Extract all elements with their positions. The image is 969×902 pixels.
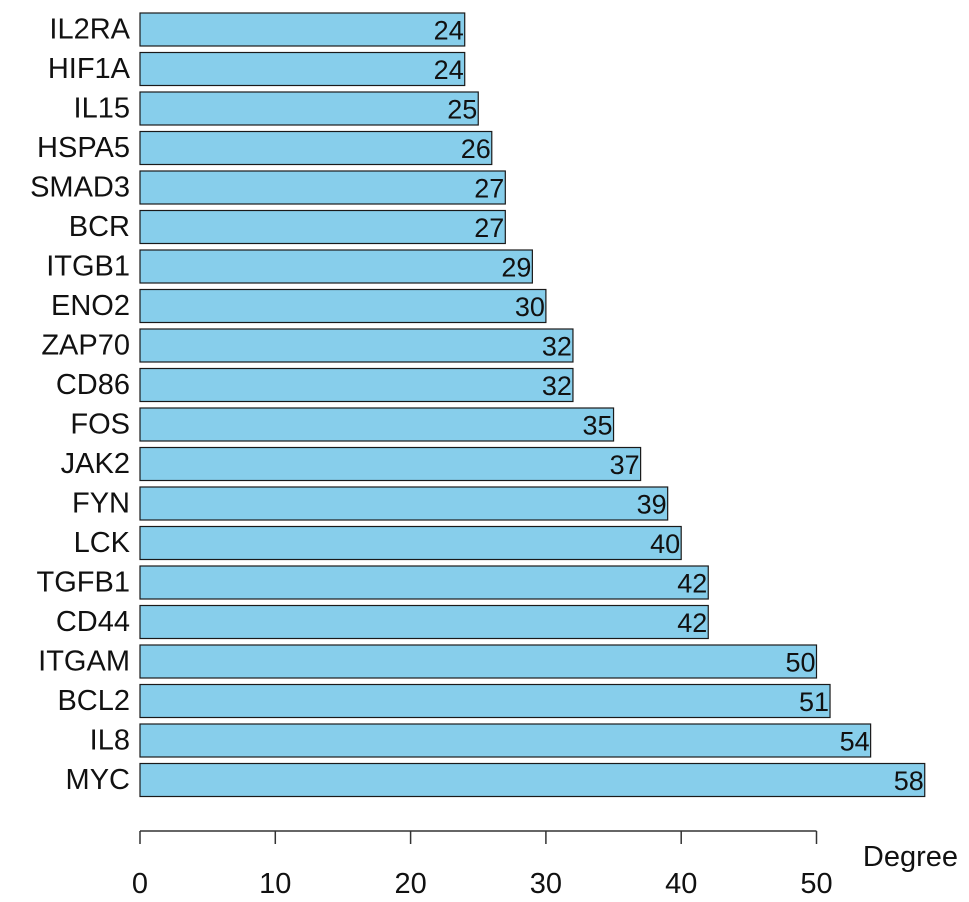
value-label-lck: 40 [650,529,680,559]
bar-fos [139,407,615,442]
bar-zap70 [139,328,574,363]
category-labels-group: IL2RA HIF1A IL15 HSPA5 SMAD3 BCR ITGB1 ENO2 ZAP7… [30,14,131,797]
bar-cd86 [139,367,574,403]
category-label-hif1a: HIF1A [48,53,131,85]
value-label-cd44: 42 [677,608,707,638]
value-label-myc: 58 [894,766,924,796]
bar-il15 [139,91,479,126]
value-label-il15: 25 [447,95,477,125]
x-tick-label-10: 10 [259,868,291,900]
value-label-cd86: 32 [542,371,572,401]
value-label-eno2: 30 [515,292,545,322]
bar-eno2 [139,288,547,324]
category-label-tgfb1: TGFB1 [37,567,130,599]
value-label-il2ra: 24 [434,16,464,46]
category-label-il15: IL15 [74,93,130,125]
category-label-il8: IL8 [90,725,130,757]
bar-lck [139,525,682,561]
bar-jak2 [139,446,642,482]
category-label-cd86: CD86 [56,369,130,401]
bar-bcl2 [139,683,831,719]
x-axis-title: Degree [863,841,958,873]
category-label-eno2: ENO2 [51,290,130,322]
x-tick-label-50: 50 [800,868,832,900]
value-label-fyn: 39 [637,490,667,520]
value-label-bcl2: 51 [799,687,829,717]
category-label-cd44: CD44 [56,606,130,638]
bar-bcr [139,209,506,245]
category-label-bcr: BCR [69,211,130,243]
bar-smad3 [139,170,506,205]
bars-group [139,12,926,798]
value-label-bcr: 27 [474,213,504,243]
category-label-fos: FOS [70,409,130,441]
bar-hspa5 [139,130,493,166]
value-label-hspa5: 26 [461,134,491,164]
x-tick-label-20: 20 [394,868,426,900]
bar-hif1a [139,51,466,87]
x-tick-label-0: 0 [132,868,148,900]
value-label-hif1a: 24 [434,55,464,85]
value-labels-group: 24 24 25 26 27 27 29 30 32 32 35 37 39 40 42 42 50 51 54 58 [434,16,924,797]
category-label-bcl2: BCL2 [57,685,130,717]
bar-tgfb1 [139,565,709,600]
category-label-jak2: JAK2 [61,448,130,480]
category-label-lck: LCK [74,527,131,559]
value-label-itgb1: 29 [501,253,531,283]
category-label-zap70: ZAP70 [41,330,130,362]
category-label-il2ra: IL2RA [49,14,130,46]
category-label-fyn: FYN [72,488,130,520]
value-label-fos: 35 [583,411,613,441]
bar-myc [139,762,926,798]
value-label-smad3: 27 [474,174,504,204]
bar-itgam [139,644,818,679]
category-label-myc: MYC [66,764,130,796]
x-tick-label-30: 30 [530,868,562,900]
x-ticks-group: 0 10 20 30 40 50 [132,831,833,900]
bar-itgb1 [139,249,533,284]
bar-cd44 [139,604,709,640]
category-label-itgb1: ITGB1 [46,251,130,283]
x-tick-label-40: 40 [665,868,697,900]
category-label-smad3: SMAD3 [30,172,130,204]
value-label-jak2: 37 [610,450,640,480]
value-label-tgfb1: 42 [677,569,707,599]
bar-fyn [139,486,669,521]
category-label-hspa5: HSPA5 [37,132,130,164]
bar-il2ra [139,12,466,47]
x-axis: 0 10 20 30 40 50 [132,830,833,900]
bar-il8 [139,723,872,758]
value-label-itgam: 50 [785,648,815,678]
value-label-zap70: 32 [542,332,572,362]
category-label-itgam: ITGAM [38,646,130,678]
value-label-il8: 54 [840,727,870,757]
